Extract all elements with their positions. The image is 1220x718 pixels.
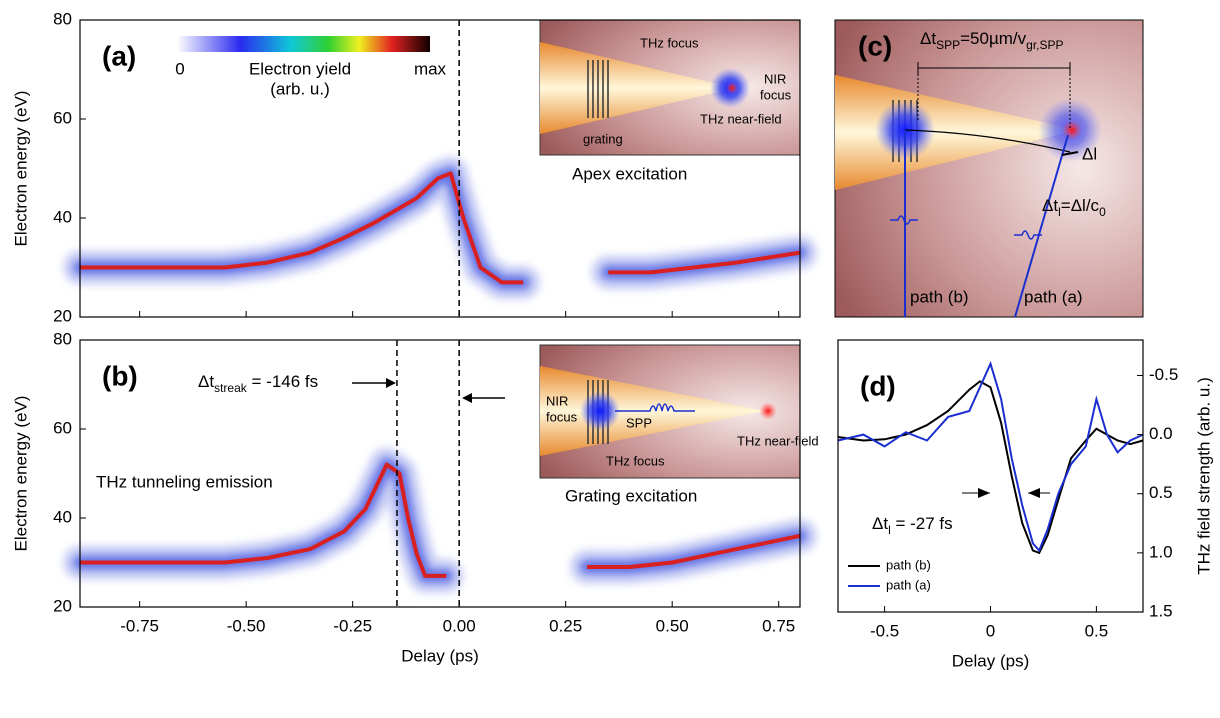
annotation-part: = -27 fs — [891, 514, 953, 533]
inset-label: focus — [546, 409, 578, 424]
inset-label: NIR — [764, 71, 786, 86]
inset-label: grating — [583, 131, 623, 146]
y-tick-label: 0.0 — [1149, 424, 1173, 443]
annotation-part: Δt — [872, 514, 888, 533]
x-tick-label: -0.75 — [120, 616, 159, 635]
note: THz tunneling emission — [96, 472, 273, 491]
panel-label: (d) — [860, 370, 896, 401]
path-label: path (a) — [1024, 287, 1083, 306]
dl: Δl — [1082, 144, 1097, 163]
x-axis-label: Delay (ps) — [952, 651, 1029, 670]
x-tick-label: 0.25 — [549, 616, 582, 635]
y-tick-label: -0.5 — [1149, 365, 1178, 384]
colorbar — [177, 36, 430, 52]
inset-label: THz focus — [606, 453, 665, 468]
y-tick-label: 1.5 — [1149, 601, 1173, 620]
y-axis-label: THz field strength (arb. u.) — [1194, 377, 1213, 574]
annotation-part: l — [888, 523, 891, 537]
inset-label: NIR — [546, 393, 568, 408]
inset-b: NIR focus SPP THz focus THz near-field G… — [539, 344, 819, 505]
y-tick-label: 40 — [53, 207, 72, 226]
legend-label: path (a) — [886, 577, 931, 592]
annotation: Δtstreak = -146 fs — [198, 372, 318, 395]
y-tick-label: 20 — [53, 596, 72, 615]
y-axis-label: Electron energy (eV) — [11, 396, 30, 552]
y-tick-label: 40 — [53, 507, 72, 526]
annotation-part: = -146 fs — [247, 372, 318, 391]
t: =50µm/v — [960, 29, 1027, 48]
t: =Δl/c — [1061, 196, 1100, 215]
colorbar-max: max — [414, 59, 447, 78]
yield-ridge — [80, 462, 801, 578]
inset-caption: Grating excitation — [565, 486, 697, 505]
t: Δt — [920, 29, 936, 48]
inset-label: THz near-field — [700, 111, 782, 126]
inset-label: focus — [760, 87, 792, 102]
series-line — [837, 380, 1144, 555]
x-tick-label: 0.50 — [656, 616, 689, 635]
colorbar-title: (arb. u.) — [270, 79, 330, 98]
x-tick-label: 0 — [986, 621, 995, 640]
plot-frame — [79, 19, 801, 318]
inset-label: SPP — [626, 415, 652, 430]
panel-label: (c) — [858, 30, 892, 61]
annotation-part: streak — [214, 381, 248, 395]
inset-caption: Apex excitation — [572, 164, 687, 183]
inset-label: THz focus — [640, 35, 699, 50]
t: SPP — [936, 38, 960, 52]
x-tick-label: 0.75 — [762, 616, 795, 635]
y-tick-label: 0.5 — [1149, 483, 1173, 502]
x-tick-label: -0.50 — [227, 616, 266, 635]
y-tick-label: 20 — [53, 306, 72, 325]
y-tick-label: 60 — [53, 418, 72, 437]
colorbar-min: 0 — [175, 59, 184, 78]
annotation: Δtl = -27 fs — [872, 514, 953, 537]
overlay: 20 40 60 80 Electron energy (eV) (a) 20 40 60 80 -… — [11, 9, 1213, 670]
yield-ridge — [80, 171, 801, 285]
x-tick-label: 0.5 — [1085, 621, 1109, 640]
panel-label: (b) — [102, 360, 138, 391]
series-line — [837, 360, 1144, 553]
spp-delay: ΔtSPP=50µm/vgr,SPP — [920, 29, 1064, 52]
t: 0 — [1099, 205, 1106, 219]
diagram-c: (c) ΔtSPP=50µm/vgr,SPP Δl Δtl=Δl/c0 path… — [834, 19, 1144, 318]
x-tick-label: -0.5 — [870, 621, 899, 640]
plot-frame — [79, 339, 801, 608]
legend-label: path (b) — [886, 557, 931, 572]
x-tick-label: 0.00 — [443, 616, 476, 635]
x-axis-label: Delay (ps) — [401, 646, 478, 665]
t: Δt — [1042, 196, 1058, 215]
t: l — [1058, 205, 1061, 219]
inset-label: THz near-field — [737, 433, 819, 448]
y-tick-label: 60 — [53, 108, 72, 127]
y-axis-label: Electron energy (eV) — [11, 91, 30, 247]
annotation-part: Δt — [198, 372, 214, 391]
inset-a: THz focus grating THz near-field NIR foc… — [539, 19, 801, 183]
arrow-head — [462, 393, 472, 403]
path-label: path (b) — [910, 287, 969, 306]
t: gr,SPP — [1026, 38, 1063, 52]
colorbar-title: Electron yield — [249, 59, 351, 78]
y-tick-label: 80 — [53, 329, 72, 348]
x-tick-label: -0.25 — [333, 616, 372, 635]
arrow-head — [386, 378, 396, 388]
y-tick-label: 1.0 — [1149, 542, 1173, 561]
dtl: Δtl=Δl/c0 — [1042, 196, 1106, 219]
y-tick-label: 80 — [53, 9, 72, 28]
panel-label: (a) — [102, 40, 136, 71]
